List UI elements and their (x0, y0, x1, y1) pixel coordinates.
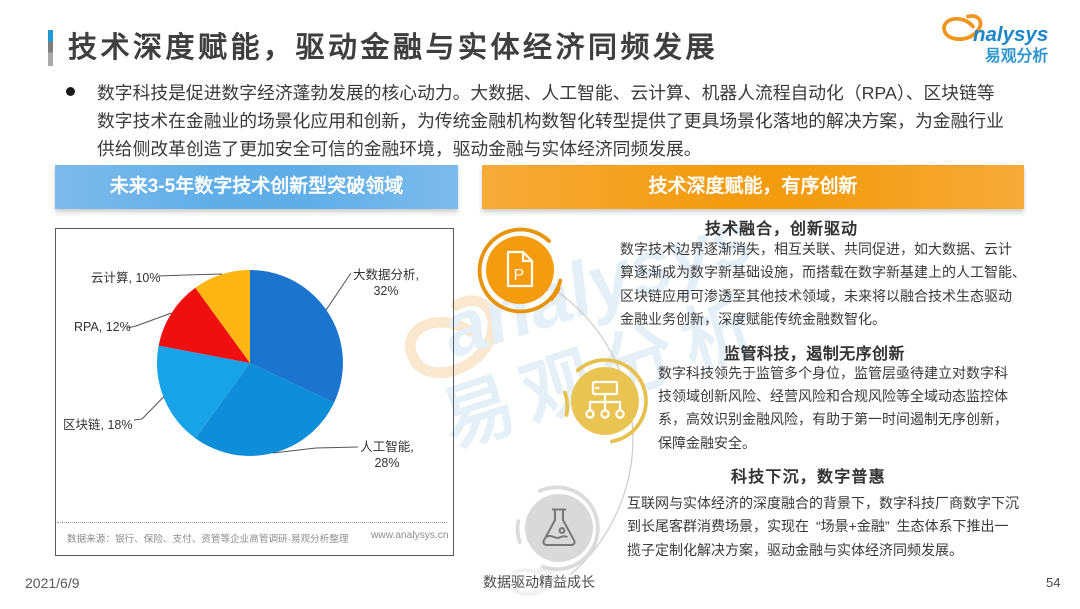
svg-text:易观分析: 易观分析 (985, 46, 1048, 65)
svg-text:P: P (514, 267, 525, 284)
svg-text:nalysys: nalysys (973, 23, 1048, 46)
